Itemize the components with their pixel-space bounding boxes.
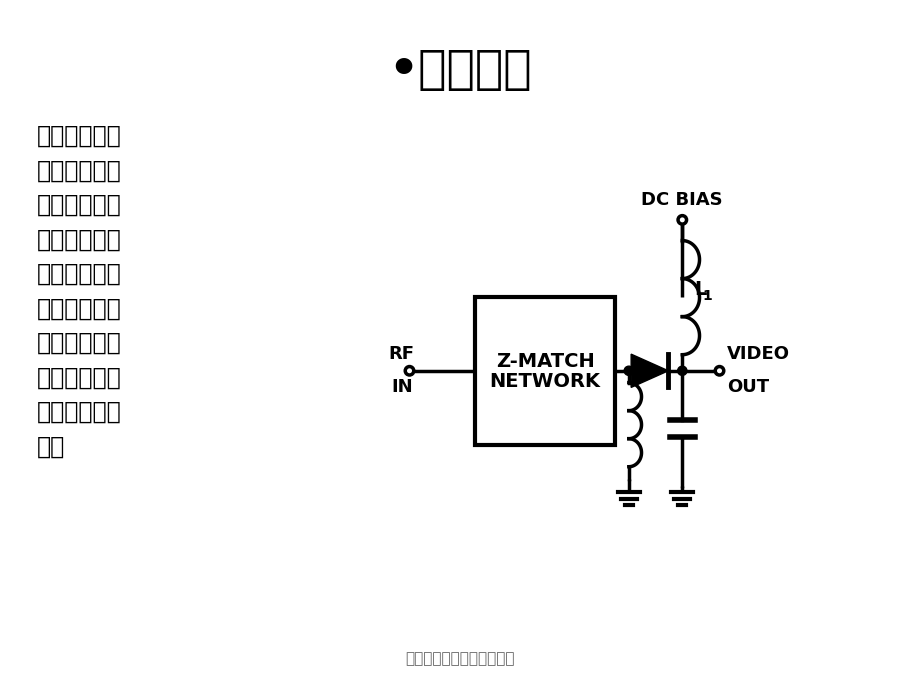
Text: 电子工程常用电路原理介绍: 电子工程常用电路原理介绍: [404, 651, 515, 666]
Circle shape: [677, 215, 686, 224]
Text: 1: 1: [702, 289, 711, 303]
Text: •检波电路: •检波电路: [388, 48, 531, 93]
Text: NETWORK: NETWORK: [489, 372, 600, 391]
Circle shape: [677, 366, 686, 375]
Polygon shape: [630, 354, 667, 387]
Text: Z-MATCH: Z-MATCH: [495, 352, 594, 371]
Text: OUT: OUT: [726, 379, 768, 397]
Circle shape: [404, 366, 414, 375]
Text: DC BIAS: DC BIAS: [641, 191, 722, 209]
Circle shape: [623, 366, 633, 375]
Circle shape: [714, 366, 723, 375]
Text: L: L: [693, 280, 706, 299]
Text: IN: IN: [391, 379, 412, 397]
Text: VIDEO: VIDEO: [726, 345, 789, 363]
Text: RF: RF: [389, 345, 414, 363]
Bar: [475, 297, 614, 444]
Text: 利用二极管的
非线性，来实
现检波作用。
采用零偏压的
肖特基二极管
构成的检波器
有较高的灵敏
度。右图为检
波器的典型电
路。: 利用二极管的 非线性，来实 现检波作用。 采用零偏压的 肖特基二极管 构成的检波…: [37, 124, 121, 458]
